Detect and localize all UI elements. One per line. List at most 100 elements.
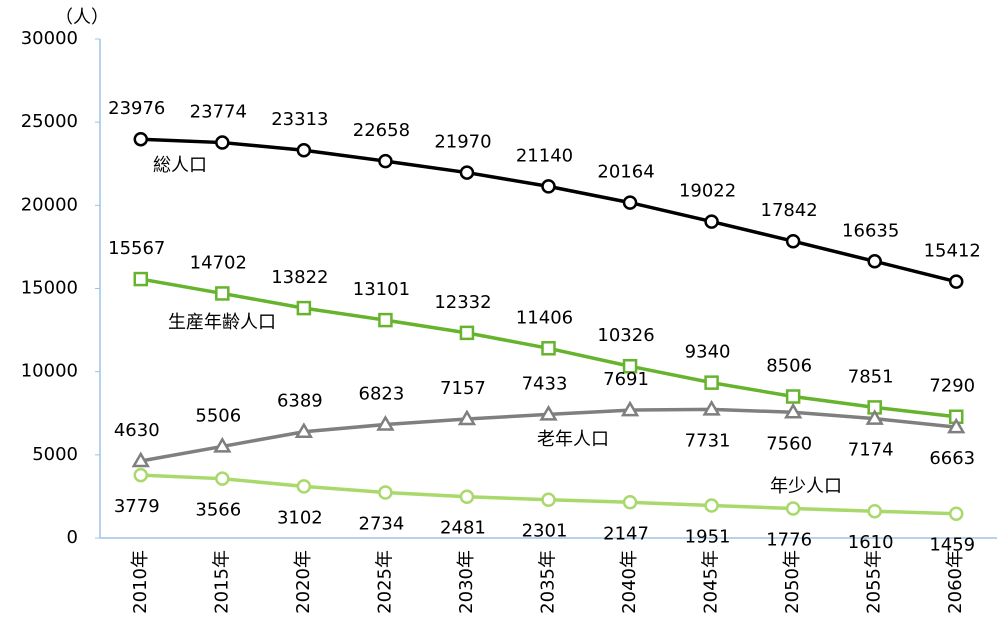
y-tick-label: 30000 [21,28,78,49]
marker [541,341,556,356]
data-label: 17842 [761,200,818,221]
data-label: 15412 [924,241,981,262]
data-label: 16635 [842,220,899,241]
marker [622,495,638,510]
marker [296,142,312,158]
marker [294,422,314,438]
data-label: 23976 [108,98,165,119]
marker [948,274,964,289]
data-label: 7433 [522,373,568,394]
series-name: 生産年齢人口 [168,312,276,333]
data-label: 6389 [277,391,323,412]
marker [704,214,719,229]
marker [541,179,556,194]
data-label: 1951 [685,527,731,548]
data-label: 7731 [685,430,731,451]
marker [215,471,230,486]
data-label: 3102 [277,507,323,528]
marker [785,233,801,249]
marker [376,415,395,431]
marker [213,436,232,453]
data-label: 15567 [108,238,165,259]
marker [378,485,393,500]
marker [459,489,475,504]
x-tick-label: 2035年 [538,550,559,614]
marker [947,417,966,434]
y-axis-label: （人） [55,7,109,28]
marker [867,254,882,269]
series-name: 総人口 [153,155,207,176]
data-label: 9340 [685,342,731,363]
marker [133,467,149,483]
marker [457,409,477,426]
data-label: 19022 [679,181,736,202]
y-tick-label: 25000 [21,111,78,132]
marker [785,501,801,516]
marker [704,375,719,390]
x-tick-label: 2040年 [619,550,640,614]
data-label: 13101 [353,279,410,300]
data-label: 7290 [929,376,975,397]
marker [133,131,149,147]
data-label: 7174 [848,440,894,461]
x-tick-label: 2050年 [782,550,803,614]
x-tick-label: 2025年 [374,550,395,614]
marker [378,312,393,328]
data-label: 14702 [190,252,247,273]
y-tick-label: 5000 [32,444,78,465]
marker [948,506,964,521]
data-label: 7851 [848,366,894,387]
data-label: 21140 [516,145,573,166]
x-tick-label: 2045年 [701,550,722,614]
data-label: 2301 [522,521,568,542]
series-name: 老年人口 [537,429,609,450]
marker [702,399,721,416]
data-label: 2734 [359,514,405,535]
marker [704,498,719,513]
data-label: 22658 [353,120,410,141]
data-label: 21970 [434,132,491,153]
data-label: 8506 [766,356,812,377]
marker [296,479,312,494]
marker [865,409,884,425]
marker [783,402,803,419]
y-tick-label: 15000 [21,278,78,299]
x-tick-label: 2055年 [864,550,885,614]
data-label: 10326 [597,325,654,346]
x-tick-label: 2030年 [456,550,477,614]
x-tick-label: 2060年 [945,550,966,614]
data-label: 4630 [114,420,160,441]
marker [541,492,556,507]
series-name: 年少人口 [770,476,842,497]
marker [459,325,475,341]
marker [215,286,230,301]
data-label: 11406 [516,307,573,328]
data-label: 3566 [195,500,241,521]
x-tick-label: 2015年 [211,550,232,614]
data-label: 6823 [359,384,405,405]
data-label: 23313 [271,109,328,130]
data-label: 23774 [190,102,247,123]
data-label: 7691 [603,369,649,390]
marker [539,404,558,421]
data-label: 12332 [434,292,491,313]
data-label: 1776 [766,529,812,550]
marker [133,271,149,287]
data-label: 6663 [929,448,975,469]
data-label: 5506 [195,405,241,426]
data-label: 7157 [440,378,486,399]
x-tick-label: 2020年 [293,550,314,614]
marker [622,358,638,374]
data-label: 1610 [848,532,894,553]
marker [215,135,230,150]
data-label: 7560 [766,433,812,454]
data-label: 2481 [440,518,486,539]
data-label: 2147 [603,523,649,544]
y-tick-label: 10000 [21,361,78,382]
marker [378,153,393,169]
data-label: 3779 [114,496,160,517]
marker [296,300,312,316]
data-label: 20164 [597,162,654,183]
marker [620,400,640,417]
